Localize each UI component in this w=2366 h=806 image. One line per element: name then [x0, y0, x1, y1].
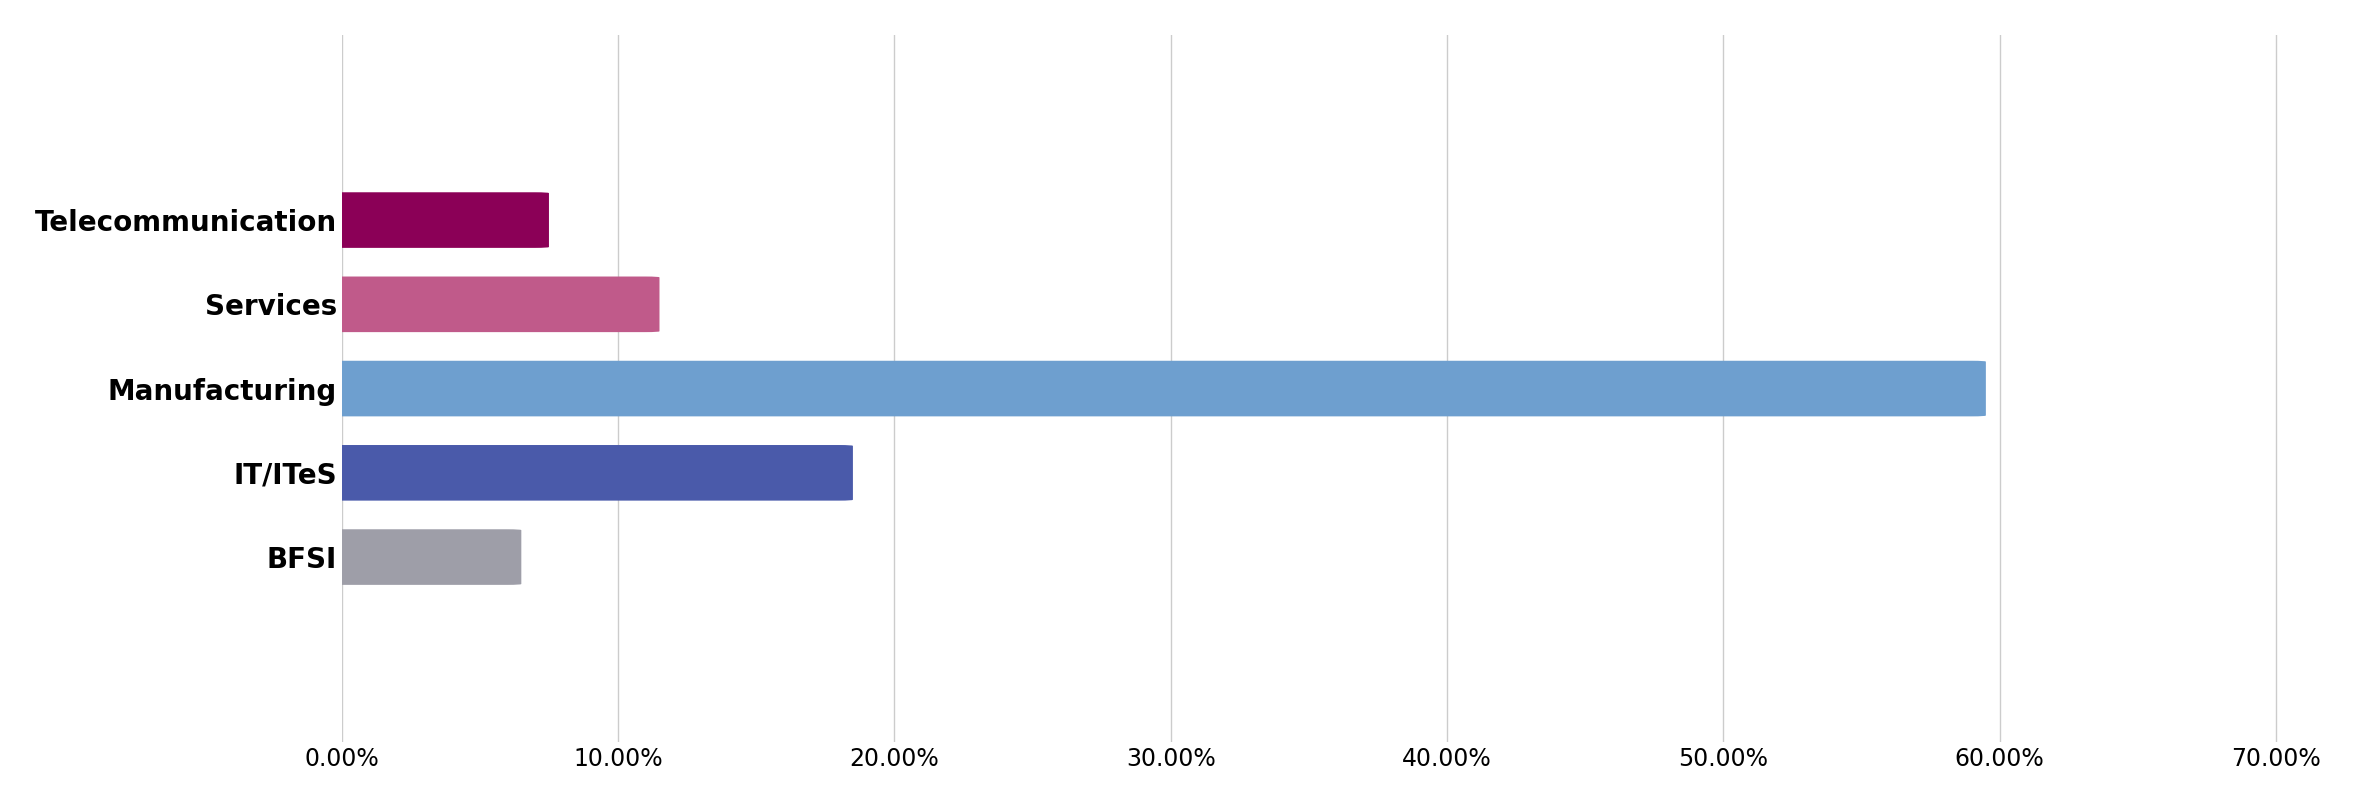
FancyBboxPatch shape — [329, 193, 549, 248]
FancyBboxPatch shape — [329, 276, 660, 332]
FancyBboxPatch shape — [329, 361, 1985, 417]
FancyBboxPatch shape — [329, 530, 521, 585]
FancyBboxPatch shape — [329, 445, 852, 501]
